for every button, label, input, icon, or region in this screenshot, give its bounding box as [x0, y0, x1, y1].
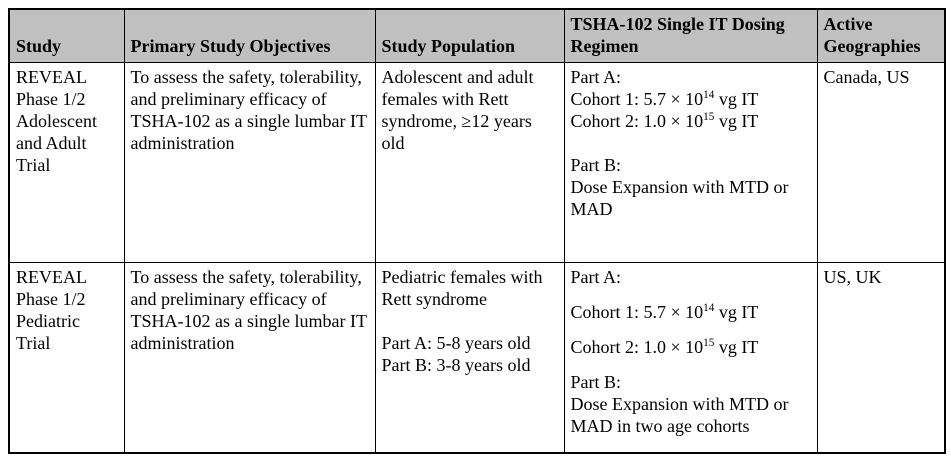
- clinical-trials-table: Study Primary Study Objectives Study Pop…: [8, 8, 946, 454]
- cell-population: Adolescent and adult females with Rett s…: [374, 62, 565, 263]
- cell-dosing: Part A: Cohort 1: 5.7 × 1014 vg IT Cohor…: [563, 62, 818, 263]
- exponent: 15: [703, 337, 715, 349]
- exponent: 15: [703, 111, 715, 123]
- table-header: Study Primary Study Objectives Study Pop…: [8, 8, 946, 63]
- cell-study: REVEAL Phase 1/2 Adolescent and Adult Tr…: [8, 62, 125, 263]
- dosing-cohort2-line: Cohort 2: 1.0 × 1015 vg IT: [570, 111, 759, 131]
- cell-geographies: US, UK: [816, 262, 946, 454]
- table-row-adolescent-adult-trial: REVEAL Phase 1/2 Adolescent and Adult Tr…: [8, 62, 946, 263]
- header-cell-objectives: Primary Study Objectives: [123, 8, 376, 63]
- header-row: Study Primary Study Objectives Study Pop…: [8, 8, 946, 63]
- dosing-part-a-label: Part A:: [570, 267, 622, 287]
- table-row-pediatric-trial: REVEAL Phase 1/2 Pediatric Trial To asse…: [8, 262, 946, 454]
- dosing-part-b-text: Dose Expansion with MTD or MAD in two ag…: [570, 394, 789, 436]
- dosing-cohort1-line: Cohort 1: 5.7 × 1014 vg IT: [570, 302, 759, 322]
- cell-geographies: Canada, US: [816, 62, 946, 263]
- dosing-part-a-label: Part A:: [570, 67, 622, 87]
- exponent: 14: [703, 302, 715, 314]
- dosing-part-b-label: Part B:: [570, 155, 622, 175]
- dosing-cohort1-line: Cohort 1: 5.7 × 1014 vg IT: [570, 89, 759, 109]
- cell-objectives: To assess the safety, tolerability, and …: [123, 262, 376, 454]
- cell-objectives: To assess the safety, tolerability, and …: [123, 62, 376, 263]
- dosing-part-b-text: Dose Expansion with MTD or MAD: [570, 177, 789, 219]
- header-cell-dosing: TSHA-102 Single IT Dosing Regimen: [563, 8, 818, 63]
- cell-population: Pediatric females with Rett syndrome Par…: [374, 262, 565, 454]
- exponent: 14: [703, 89, 715, 101]
- header-cell-geographies: Active Geographies: [816, 8, 946, 63]
- dosing-part-b-label: Part B:: [570, 372, 622, 392]
- cell-study: REVEAL Phase 1/2 Pediatric Trial: [8, 262, 125, 454]
- cell-dosing: Part A: Cohort 1: 5.7 × 1014 vg IT Cohor…: [563, 262, 818, 454]
- dosing-cohort2-line: Cohort 2: 1.0 × 1015 vg IT: [570, 337, 759, 357]
- header-cell-population: Study Population: [374, 8, 565, 63]
- blank-line: [571, 132, 811, 154]
- header-cell-study: Study: [8, 8, 125, 63]
